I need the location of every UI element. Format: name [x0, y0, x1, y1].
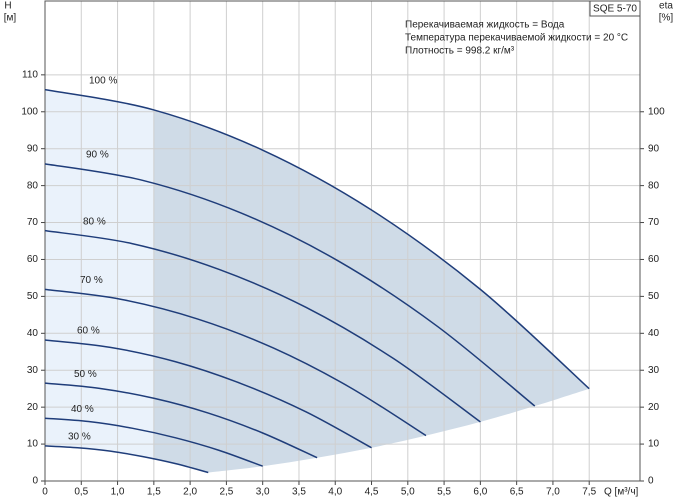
x-tick-label: 5,0	[401, 487, 415, 498]
curve-label: 60 %	[77, 326, 100, 337]
y-axis-unit: [м]	[4, 13, 17, 24]
x-tick-label: 0,5	[74, 487, 88, 498]
y-tick-label: 20	[27, 402, 39, 413]
annotation: Температура перекачиваемой жидкости = 20…	[405, 33, 628, 44]
pump-curve	[44, 339, 372, 449]
y-tick-label: 40	[27, 328, 39, 339]
y-tick-label: 80	[27, 180, 39, 191]
curve-label: 90 %	[86, 149, 109, 160]
y2-tick-label: 100	[648, 106, 665, 117]
model-label: SQE 5-70	[593, 4, 637, 15]
pump-curve	[44, 288, 427, 437]
annotation: Перекачиваемая жидкость = Вода	[405, 20, 565, 31]
pump-curve	[44, 445, 209, 474]
y2-tick-label: 60	[648, 254, 660, 265]
y-tick-label: 0	[32, 476, 38, 487]
pump-curve	[44, 229, 481, 423]
x-tick-label: 2,0	[183, 487, 197, 498]
x-tick-label: 2,5	[219, 487, 233, 498]
y-tick-label: 10	[27, 439, 39, 450]
operating-area-light	[45, 89, 154, 459]
y2-tick-label: 30	[648, 365, 660, 376]
x-tick-label: 7,0	[546, 487, 560, 498]
x-tick-label: 5,5	[437, 487, 451, 498]
grid-layer	[44, 1, 640, 482]
plot-frame	[44, 0, 641, 482]
x-tick-label: 1,0	[111, 487, 125, 498]
x-tick-label: 6,5	[510, 487, 524, 498]
y-tick-label: 60	[27, 254, 39, 265]
y2-tick-label: 80	[648, 180, 660, 191]
curve-label: 30 %	[68, 432, 91, 443]
y-tick-label: 50	[27, 291, 39, 302]
x-tick-label: 4,5	[365, 487, 379, 498]
y-tick-label: 30	[27, 365, 39, 376]
y2-axis-unit: [%]	[659, 13, 674, 24]
curve-label: 40 %	[71, 404, 94, 415]
y2-tick-label: 70	[648, 217, 660, 228]
x-tick-label: 4,0	[328, 487, 342, 498]
pump-curve	[44, 382, 318, 459]
y2-tick-label: 90	[648, 143, 660, 154]
curve-label: 70 %	[80, 275, 103, 286]
y-axis-label: H	[4, 1, 11, 12]
curve-label: 80 %	[83, 216, 106, 227]
x-tick-label: 3,0	[256, 487, 270, 498]
x-axis-label: Q [м³/ч]	[604, 487, 639, 498]
y2-tick-label: 50	[648, 291, 660, 302]
y2-tick-label: 20	[648, 402, 660, 413]
annotation: Плотность = 998.2 кг/м³	[405, 46, 515, 57]
area-layer	[45, 89, 590, 473]
x-tick-label: 6,0	[473, 487, 487, 498]
curve-label: 50 %	[74, 369, 97, 380]
y-tick-label: 70	[27, 217, 39, 228]
pump-curve	[44, 163, 536, 407]
y2-axis-label: eta	[659, 1, 673, 12]
y-tick-label: 90	[27, 143, 39, 154]
model-box	[589, 0, 641, 17]
main-layer: 0 0,5 1,0 1,5 2,0 2,5 3,0 3,5 4,0 4,5 5,0 5,5 6,0 6,5…	[4, 0, 674, 498]
y-tick-label: 110	[22, 69, 38, 80]
y2-tick-label: 10	[648, 439, 660, 450]
pump-curve	[44, 417, 263, 467]
y2-tick-label: 0	[648, 476, 654, 487]
x-tick-label: 1,5	[147, 487, 161, 498]
pump-curve	[44, 88, 590, 390]
x-tick-label: 0	[42, 487, 48, 498]
y2-tick-label: 40	[648, 328, 660, 339]
x-tick-label: 7,5	[582, 487, 596, 498]
x-tick-label: 3,5	[292, 487, 306, 498]
curve-label: 100 %	[89, 75, 117, 86]
y-tick-label: 100	[21, 106, 38, 117]
